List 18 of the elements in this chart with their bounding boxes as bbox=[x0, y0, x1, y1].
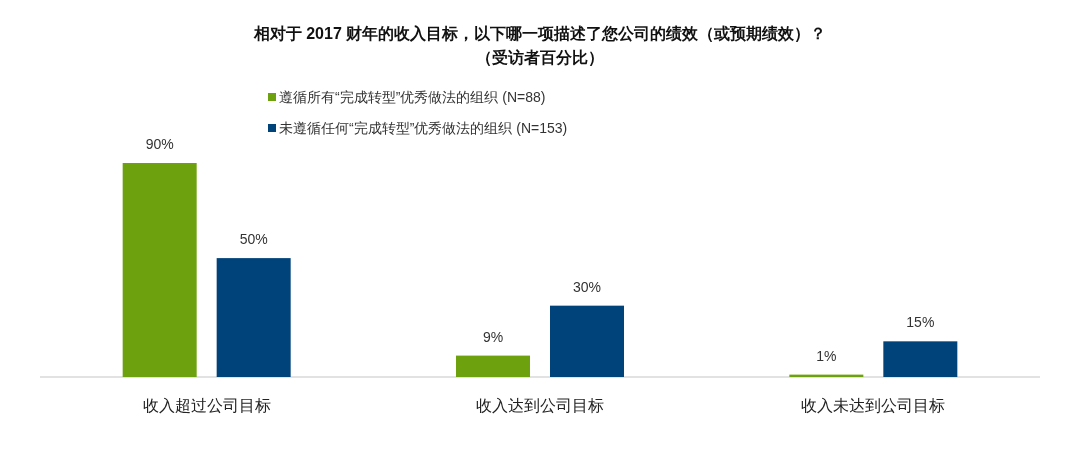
x-tick-label: 收入达到公司目标 bbox=[476, 397, 604, 414]
data-label: 9% bbox=[482, 328, 504, 345]
data-label: 15% bbox=[906, 314, 935, 331]
data-label: 30% bbox=[572, 278, 602, 295]
x-tick-label: 收入超过公司目标 bbox=[142, 397, 271, 414]
bar bbox=[122, 163, 197, 377]
bar bbox=[216, 258, 291, 377]
chart-subtitle: （受访者百分比） bbox=[476, 48, 604, 67]
data-label: 1% bbox=[816, 347, 837, 364]
bar bbox=[550, 305, 624, 377]
bar bbox=[456, 355, 530, 377]
data-label: 90% bbox=[145, 136, 174, 152]
legend-label: 遵循所有“完成转型”优秀做法的组织 (N=88) bbox=[279, 89, 546, 105]
chart-title: 相对于 2017 财年的收入目标，以下哪一项描述了您公司的绩效（或预期绩效）？ bbox=[252, 25, 827, 43]
legend-label: 未遵循任何“完成转型”优秀做法的组织 (N=153) bbox=[279, 120, 568, 136]
bar bbox=[883, 341, 958, 377]
data-label: 50% bbox=[239, 231, 268, 248]
x-tick-label: 收入未达到公司目标 bbox=[801, 397, 946, 414]
